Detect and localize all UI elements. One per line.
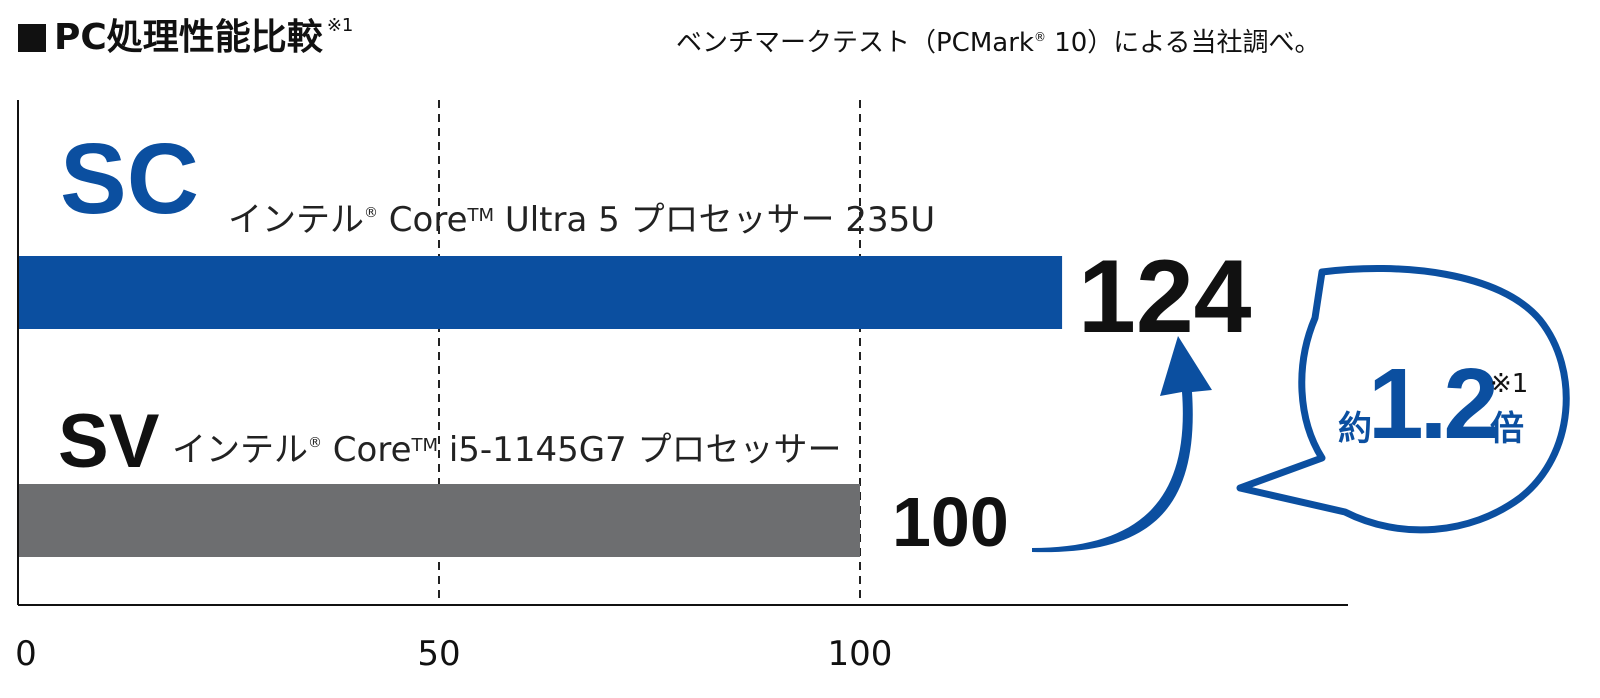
- category-desc-sv-tm: TM: [411, 435, 439, 456]
- x-tick-label-100: 100: [828, 634, 893, 674]
- callout-note: ※1: [1490, 369, 1528, 399]
- x-tick-label-0: 0: [15, 634, 37, 674]
- category-code-sv: SV: [58, 399, 160, 484]
- category-desc-sv-suffix: i5-1145G7 プロセッサー: [438, 430, 842, 470]
- callout-suffix: 倍: [1490, 409, 1524, 449]
- category-desc-sc: インテル® CoreTM Ultra 5 プロセッサー 235U: [228, 192, 935, 241]
- source-prefix: ベンチマークテスト（PCMark: [676, 28, 1034, 58]
- square-bullet-icon: [18, 24, 46, 52]
- source-note: ベンチマークテスト（PCMark® 10）による当社調べ。: [676, 22, 1321, 59]
- value-label-sc: 124: [1078, 239, 1252, 355]
- bar-sv: [18, 484, 860, 557]
- increase-arrow-icon: [1032, 336, 1212, 553]
- callout-prefix: 約: [1338, 409, 1372, 449]
- category-desc-sv-reg: ®: [308, 435, 322, 451]
- bar-sc: [18, 256, 1063, 329]
- source-reg-mark: ®: [1033, 30, 1046, 44]
- x-tick-label-50: 50: [417, 634, 460, 674]
- category-desc-sc-core: Core: [378, 200, 468, 240]
- chart-title-note: ※1: [326, 15, 354, 36]
- category-code-sc: SC: [60, 123, 199, 235]
- category-desc-sc-tm: TM: [467, 205, 495, 226]
- category-desc-sv-prefix: インテル: [172, 430, 308, 470]
- value-label-sv: 100: [892, 483, 1009, 561]
- callout-value: 1.2: [1368, 348, 1495, 460]
- category-desc-sc-reg: ®: [364, 205, 378, 221]
- category-desc-sv-core: Core: [322, 430, 412, 470]
- category-desc-sc-prefix: インテル: [228, 200, 364, 240]
- source-suffix: 10）による当社調べ。: [1045, 28, 1321, 58]
- category-desc-sc-suffix: Ultra 5 プロセッサー 235U: [494, 200, 936, 240]
- category-desc-sv: インテル® CoreTM i5-1145G7 プロセッサー: [172, 422, 842, 471]
- chart-title-text: PC処理性能比較: [54, 17, 323, 58]
- speech-bubble-icon: [1236, 265, 1570, 534]
- chart-title: PC処理性能比較 ※1: [18, 8, 353, 60]
